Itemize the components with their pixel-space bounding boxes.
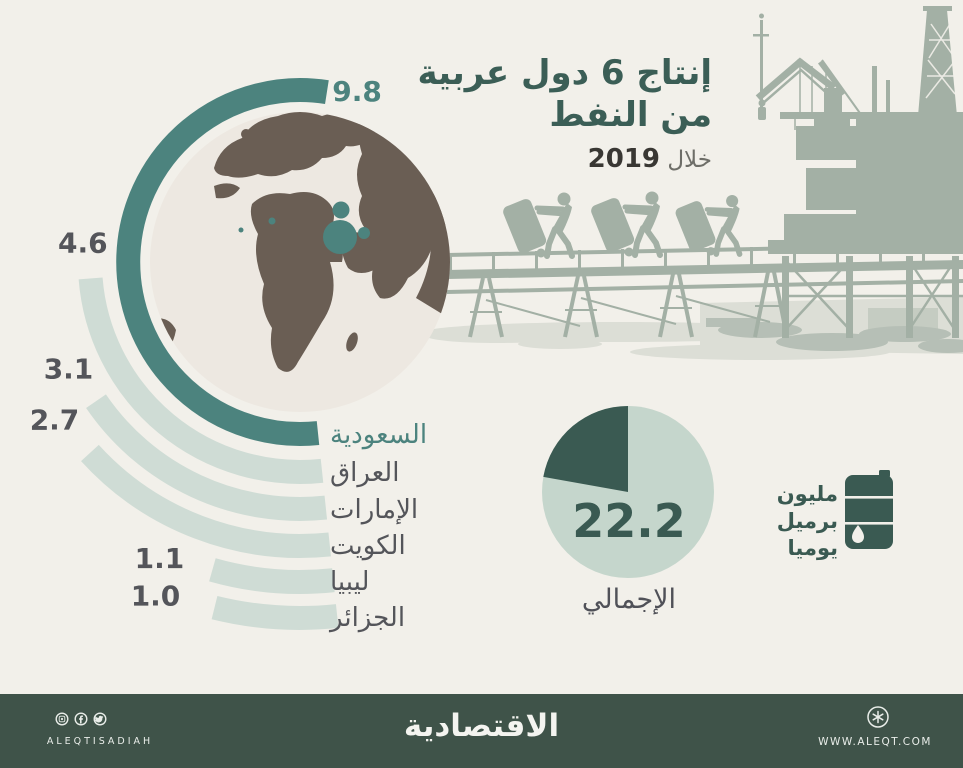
crane (755, 57, 888, 130)
country-label: ليبيا (330, 567, 370, 597)
arc-value-label: 1.1 (135, 542, 185, 575)
country-label: العراق (330, 458, 400, 488)
total-label: الإجمالي (581, 584, 677, 615)
total-pie-chart (542, 406, 714, 578)
unit-legend: مليون برميل يوميا (748, 481, 838, 562)
arc-layer (78, 78, 339, 630)
aleqt-mark-icon (867, 706, 889, 728)
twitter-icon (93, 712, 107, 726)
arc-segment (209, 558, 335, 594)
unit-line-3: يوميا (787, 536, 838, 560)
arc-segment (86, 394, 328, 521)
title-line-2: من النفط (549, 95, 712, 135)
period-label: خلال (667, 147, 712, 173)
instagram-icon (55, 712, 69, 726)
arc-segment (211, 595, 339, 630)
unit-line-1: مليون (776, 482, 838, 506)
unit-line-2: برميل (776, 509, 838, 533)
country-label: الجزائر (330, 603, 406, 633)
arc-value-label: 3.1 (44, 353, 94, 386)
oil-country-markers (238, 201, 370, 254)
title-period: خلال 2019 (412, 144, 712, 174)
arc-value-label: 4.6 (58, 226, 108, 259)
arc-value-label: 2.7 (30, 404, 80, 437)
country-label: السعودية (330, 420, 428, 450)
total-value: 22.2 (572, 494, 686, 548)
globe-illustration (150, 112, 450, 412)
footer-website: WWW.ALEQT.COM (818, 736, 932, 748)
country-label: الإمارات (330, 495, 419, 525)
country-label: الكويت (330, 531, 406, 561)
oil-droplet-icon (852, 525, 864, 543)
pie-wedge (543, 406, 628, 492)
arc-value-layer: 9.8 4.6 3.1 2.7 1.1 1.0 (30, 75, 382, 613)
infographic-title: إنتاج 6 دول عربية من النفط خلال 2019 (412, 52, 713, 174)
oil-production-radial-chart: 9.8 4.6 3.1 2.7 1.1 1.0 (30, 75, 450, 630)
period-year: 2019 (587, 144, 661, 174)
footer-brand-latin: ALEQTISADIAH (46, 736, 154, 747)
arc-segment (81, 444, 331, 558)
arc-segment (78, 277, 324, 484)
oil-platform (706, 6, 963, 353)
social-icons (55, 712, 107, 726)
arc-value-label: 9.8 (332, 75, 382, 108)
oil-barrel-icon (843, 470, 897, 549)
footer-bar (0, 694, 963, 768)
arc-segment (116, 78, 329, 446)
arc-value-label: 1.0 (131, 580, 181, 613)
title-line-1: إنتاج 6 دول عربية (417, 53, 713, 93)
footer-brand-arabic: الاقتصادية (403, 708, 560, 744)
facebook-icon (74, 712, 88, 726)
